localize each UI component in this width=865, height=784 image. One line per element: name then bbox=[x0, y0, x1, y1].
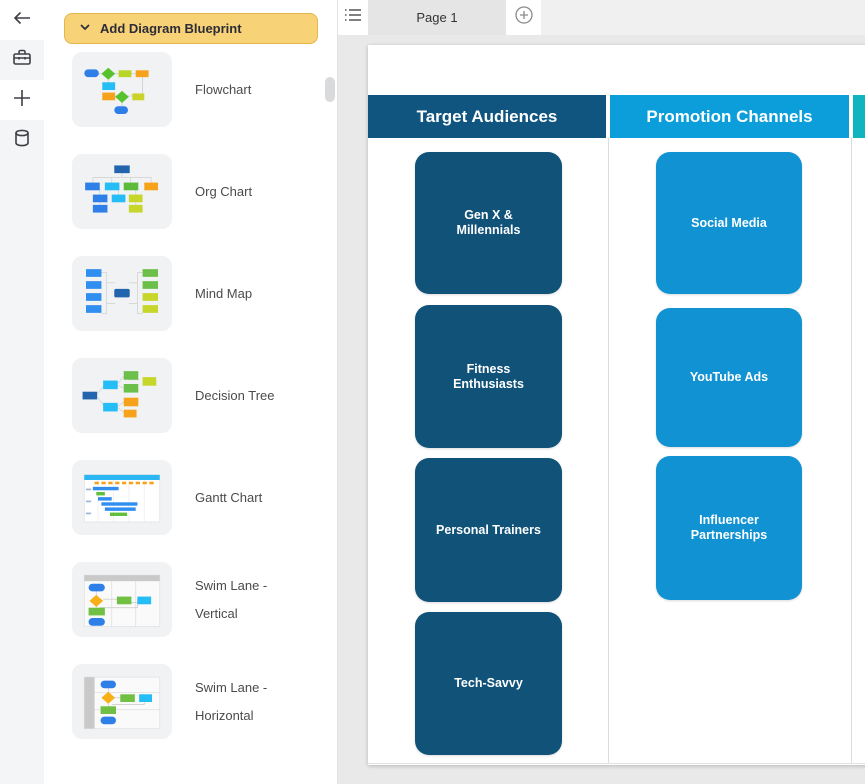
back-arrow-icon bbox=[11, 7, 33, 34]
blueprint-item-gantt-chart[interactable]: Gantt Chart bbox=[44, 460, 337, 535]
swim-lane-vertical-icon bbox=[72, 562, 172, 637]
database-icon bbox=[11, 127, 33, 154]
blueprint-item-org-chart[interactable]: Org Chart bbox=[44, 154, 337, 229]
blueprint-list: Flowchart bbox=[44, 52, 337, 766]
add-page-button[interactable] bbox=[506, 0, 541, 35]
page-tab-bar: Page 1 bbox=[338, 0, 865, 35]
lane-header-promotion-channels[interactable]: Promotion Channels bbox=[610, 95, 849, 138]
diagram-page[interactable]: Target Audiences Promotion Channels Gen … bbox=[368, 45, 865, 765]
tab-page-1[interactable]: Page 1 bbox=[368, 0, 506, 35]
org-chart-icon bbox=[72, 154, 172, 229]
blueprint-label: Gantt Chart bbox=[195, 489, 263, 505]
blueprint-item-mind-map[interactable]: Mind Map bbox=[44, 256, 337, 331]
gantt-chart-icon bbox=[72, 460, 172, 535]
blueprint-label: Decision Tree bbox=[195, 387, 275, 403]
main-area: Page 1 Target Audiences Promotion Channe… bbox=[338, 0, 865, 784]
node-personal-trainers[interactable]: Personal Trainers bbox=[415, 458, 562, 602]
lane-header-third-partial[interactable] bbox=[853, 95, 865, 138]
lane-bottom-border bbox=[368, 763, 865, 764]
page-list-icon bbox=[344, 7, 362, 28]
blueprint-item-decision-tree[interactable]: Decision Tree bbox=[44, 358, 337, 433]
blueprint-item-swim-lane-vertical[interactable]: Swim Lane - Vertical bbox=[44, 562, 337, 637]
blueprint-sidebar: Add Diagram Blueprint bbox=[44, 0, 338, 784]
flowchart-icon bbox=[72, 52, 172, 127]
blueprint-label: Mind Map bbox=[195, 285, 253, 301]
lane-title: Promotion Channels bbox=[646, 106, 813, 126]
chevron-down-icon bbox=[79, 21, 91, 36]
add-diagram-blueprint-label: Add Diagram Blueprint bbox=[100, 21, 242, 36]
lane-header-target-audiences[interactable]: Target Audiences bbox=[368, 95, 606, 138]
lane-title: Target Audiences bbox=[416, 106, 558, 126]
node-influencer-partnerships[interactable]: Influencer Partnerships bbox=[656, 456, 802, 600]
shapes-library-button[interactable] bbox=[0, 40, 44, 80]
add-blueprint-tool-button[interactable] bbox=[0, 80, 44, 120]
briefcase-icon bbox=[11, 47, 33, 74]
node-fitness-enthusiasts[interactable]: Fitness Enthusiasts bbox=[415, 305, 562, 448]
blueprint-label: Org Chart bbox=[195, 183, 253, 199]
page-list-button[interactable] bbox=[338, 0, 368, 35]
blueprint-label: Flowchart bbox=[195, 81, 252, 97]
node-youtube-ads[interactable]: YouTube Ads bbox=[656, 308, 802, 447]
node-gen-x-millennials[interactable]: Gen X & Millennials bbox=[415, 152, 562, 294]
lane-divider bbox=[608, 138, 609, 764]
decision-tree-icon bbox=[72, 358, 172, 433]
blueprint-label: Swim Lane - Horizontal bbox=[195, 679, 268, 723]
node-tech-savvy[interactable]: Tech-Savvy bbox=[415, 612, 562, 755]
blueprint-label: Swim Lane - Vertical bbox=[195, 577, 268, 621]
blueprint-item-flowchart[interactable]: Flowchart bbox=[44, 52, 337, 127]
mind-map-icon bbox=[72, 256, 172, 331]
back-button[interactable] bbox=[0, 0, 44, 40]
plus-icon bbox=[11, 87, 33, 114]
left-icon-rail bbox=[0, 0, 44, 784]
tab-page-1-label: Page 1 bbox=[416, 10, 458, 25]
add-page-icon bbox=[514, 5, 534, 30]
node-social-media[interactable]: Social Media bbox=[656, 152, 802, 294]
data-source-button[interactable] bbox=[0, 120, 44, 160]
lane-divider bbox=[851, 138, 852, 764]
swim-lane-horizontal-icon bbox=[72, 664, 172, 739]
blueprint-item-swim-lane-horizontal[interactable]: Swim Lane - Horizontal bbox=[44, 664, 337, 739]
add-diagram-blueprint-button[interactable]: Add Diagram Blueprint bbox=[64, 13, 318, 44]
diagram-canvas[interactable]: Target Audiences Promotion Channels Gen … bbox=[338, 35, 865, 784]
sidebar-scrollbar-thumb[interactable] bbox=[325, 77, 335, 102]
